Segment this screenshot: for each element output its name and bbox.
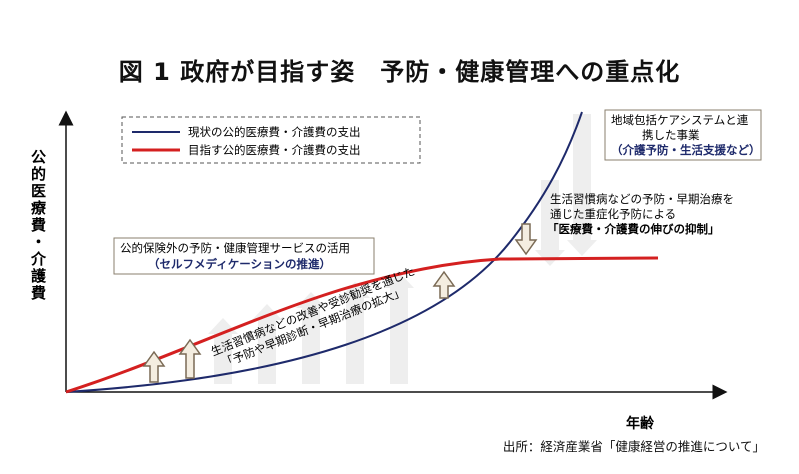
callout-text-emphasis: （セルフメディケーションの推進） <box>148 257 331 271</box>
up-arrow <box>432 270 456 299</box>
callout-self-medication: 公的保険外の予防・健康管理サービスの活用 （セルフメディケーションの推進） <box>113 237 375 275</box>
shaft-arrow <box>340 282 370 384</box>
y-axis-label-char: 護 <box>31 267 47 285</box>
source-note: 出所：経済産業省「健康経営の推進について」 <box>502 439 765 454</box>
shaft-arrow <box>535 180 565 266</box>
callout-box <box>113 237 375 275</box>
shaft-arrow <box>567 114 597 256</box>
down-arrow <box>514 223 538 256</box>
annotation-text-emphasis: 「医療費・介護費の伸びの抑制」 <box>547 222 720 236</box>
callout-text: 地域包括ケアシステムと連 <box>611 113 749 127</box>
up-arrows <box>142 270 456 383</box>
y-axis-label-char: 療 <box>31 199 47 217</box>
legend: 現状の公的医療費・介護費の支出 目指す公的医療費・介護費の支出 <box>121 116 421 164</box>
shaft-arrow <box>384 272 414 384</box>
legend-box <box>121 116 421 164</box>
y-axis-label-char: 医 <box>31 182 46 200</box>
up-arrow <box>142 350 166 383</box>
x-axis-label: 年齢 <box>626 415 655 432</box>
annotation-severity-prevention: 生活習慣病などの予防・早期治療を 通じた重症化予防による 「医療費・介護費の伸び… <box>547 192 734 236</box>
page-title: 図 1 政府が目指す姿 予防・健康管理への重点化 <box>118 58 681 86</box>
callout-community-care: 地域包括ケアシステムと連 携した事業 （介護予防・生活支援など） <box>604 109 762 161</box>
annotation-text: 通じた重症化予防による <box>550 207 676 221</box>
y-axis-label-char: ・ <box>31 233 46 251</box>
y-axis-label-char: 的 <box>31 165 46 183</box>
background-shaft-arrows <box>208 114 597 384</box>
current-spending-curve <box>65 111 583 393</box>
y-axis-label-char: 費 <box>31 284 46 302</box>
callout-text-emphasis: （介護予防・生活支援など） <box>611 143 761 157</box>
y-axis-label-char: 公 <box>31 148 46 166</box>
down-arrows <box>514 223 538 256</box>
y-axis-label-char: 介 <box>30 250 47 268</box>
legend-label-target: 目指す公的医療費・介護費の支出 <box>188 143 361 157</box>
target-spending-curve <box>65 256 659 394</box>
shaft-arrow <box>296 292 326 384</box>
y-axis-label: 公 的 医 療 費 ・ 介 護 費 <box>30 148 47 302</box>
up-arrow <box>178 338 202 379</box>
callout-text: 公的保険外の予防・健康管理サービスの活用 <box>120 241 350 255</box>
callout-text: 携した事業 <box>642 128 700 142</box>
legend-label-current: 現状の公的医療費・介護費の支出 <box>188 125 361 139</box>
annotation-text: 生活習慣病などの予防・早期治療を <box>550 192 734 206</box>
y-axis-label-char: 費 <box>31 216 46 234</box>
callout-box <box>604 109 762 161</box>
